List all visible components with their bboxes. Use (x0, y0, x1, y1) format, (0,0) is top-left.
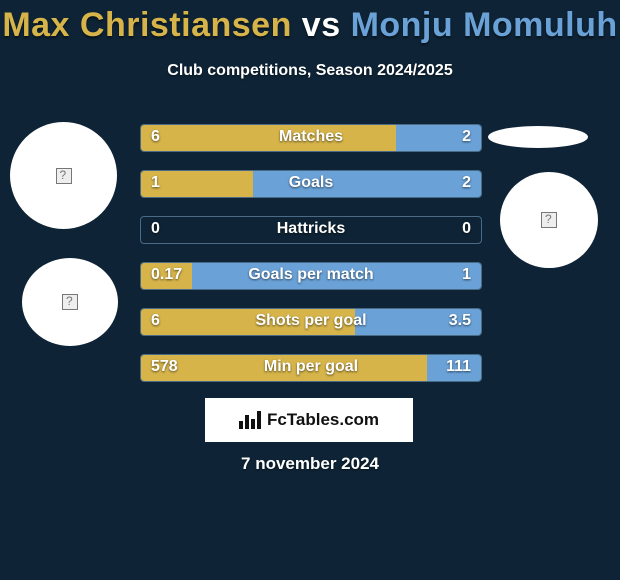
stat-label: Goals per match (141, 266, 481, 284)
stat-row: Goals per match0.17 1 (140, 262, 482, 290)
stat-row: Matches6 2 (140, 124, 482, 152)
player1-photo-circle-large (10, 122, 117, 229)
stat-label: Min per goal (141, 358, 481, 376)
vs-text: vs (292, 6, 351, 44)
image-placeholder-icon (62, 294, 78, 310)
stat-value-left: 6 (151, 128, 160, 146)
stat-label: Shots per goal (141, 312, 481, 330)
stat-value-right: 111 (446, 358, 471, 376)
stat-value-right: 3.5 (449, 312, 471, 330)
brand-bars-icon (239, 411, 261, 429)
brand-text: FcTables.com (267, 410, 379, 430)
stat-value-right: 2 (462, 128, 471, 146)
comparison-infographic: Max Christiansen vs Monju Momuluh Club c… (0, 0, 620, 580)
stat-row: Hattricks0 0 (140, 216, 482, 244)
stat-value-left: 578 (151, 358, 178, 376)
stat-value-left: 6 (151, 312, 160, 330)
brand-badge: FcTables.com (205, 398, 413, 442)
player2-photo-circle (500, 172, 598, 268)
player2-ellipse (488, 126, 588, 148)
player1-name: Max Christiansen (2, 6, 292, 44)
stat-row: Goals1 2 (140, 170, 482, 198)
stat-label: Hattricks (141, 220, 481, 238)
stat-value-left: 0.17 (151, 266, 182, 284)
image-placeholder-icon (541, 212, 557, 228)
stat-value-right: 0 (462, 220, 471, 238)
stat-value-left: 0 (151, 220, 160, 238)
stat-label: Goals (141, 174, 481, 192)
stat-bars: Matches62Goals12Hattricks00Goals per mat… (140, 124, 482, 400)
player2-name: Monju Momuluh (351, 6, 618, 44)
subtitle: Club competitions, Season 2024/2025 (0, 62, 620, 80)
date-text: 7 november 2024 (0, 454, 620, 474)
player1-photo-circle-small (22, 258, 118, 346)
image-placeholder-icon (56, 168, 72, 184)
page-title: Max Christiansen vs Monju Momuluh (0, 6, 620, 45)
stat-value-right: 2 (462, 174, 471, 192)
stat-value-left: 1 (151, 174, 160, 192)
stat-label: Matches (141, 128, 481, 146)
stat-row: Min per goal578 111 (140, 354, 482, 382)
stat-row: Shots per goal6 3.5 (140, 308, 482, 336)
stat-value-right: 1 (462, 266, 471, 284)
